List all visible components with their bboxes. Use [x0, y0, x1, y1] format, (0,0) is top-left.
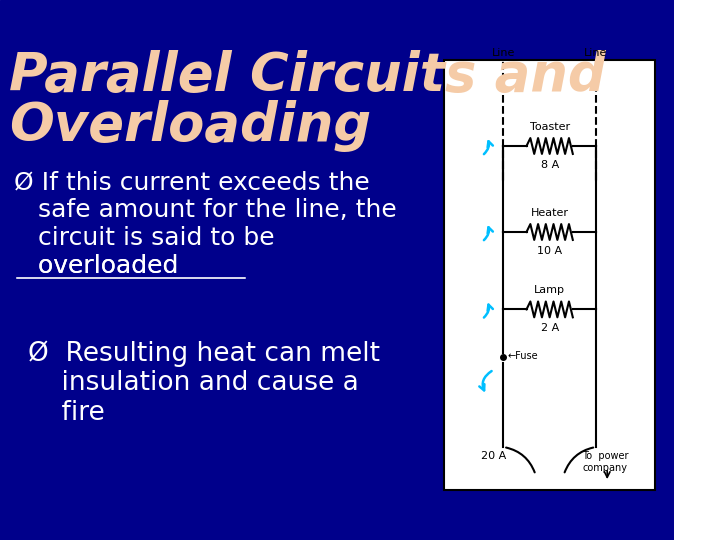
Text: Toaster: Toaster	[530, 122, 570, 132]
Text: Ø If this current exceeds the: Ø If this current exceeds the	[14, 170, 370, 194]
Text: Parallel Circuits and: Parallel Circuits and	[9, 50, 606, 102]
Text: Lamp: Lamp	[534, 286, 565, 295]
Text: 20 A: 20 A	[482, 451, 507, 461]
Text: Heater: Heater	[531, 208, 569, 218]
Bar	[444, 60, 655, 490]
Text: Overloading: Overloading	[9, 100, 372, 152]
Text: circuit is said to be: circuit is said to be	[14, 226, 274, 250]
Text: Line: Line	[492, 48, 515, 58]
Text: overloaded: overloaded	[14, 254, 179, 278]
Text: fire: fire	[28, 400, 105, 426]
Text: insulation and cause a: insulation and cause a	[28, 370, 359, 396]
Text: Ø  Resulting heat can melt: Ø Resulting heat can melt	[28, 340, 380, 367]
Text: Line: Line	[585, 48, 608, 58]
Text: safe amount for the line, the: safe amount for the line, the	[14, 198, 397, 222]
Text: 8 A: 8 A	[541, 160, 559, 170]
Text: overloaded: overloaded	[14, 254, 179, 278]
Text: 10 A: 10 A	[537, 246, 562, 256]
Text: ←Fuse: ←Fuse	[507, 351, 538, 361]
Text: 2 A: 2 A	[541, 323, 559, 333]
Text: To  power
company: To power company	[582, 451, 629, 473]
